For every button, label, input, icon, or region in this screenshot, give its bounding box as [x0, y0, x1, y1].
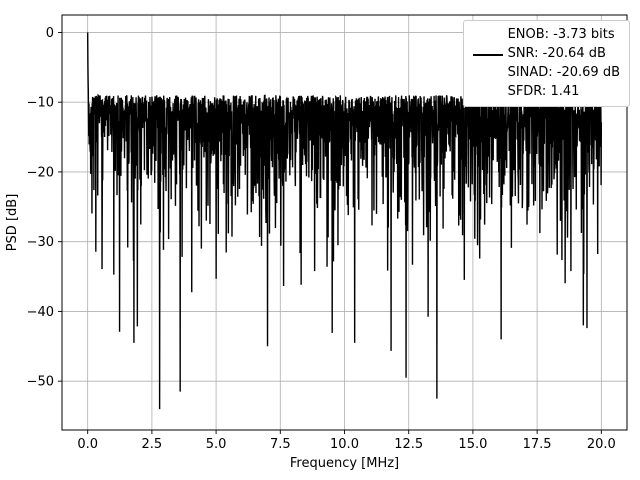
y-tick-label: −40: [27, 305, 54, 320]
x-tick-label: 15.0: [458, 437, 487, 452]
legend-entry-sinad: SINAD: -20.69 dB: [507, 64, 620, 80]
x-tick-label: 10.0: [330, 437, 359, 452]
x-tick-label: 2.5: [142, 437, 163, 452]
x-tick-label: 5.0: [206, 437, 227, 452]
psd-noise-trace: [86, 32, 603, 410]
legend-line-sample: [472, 54, 503, 56]
y-tick-label: −10: [27, 96, 54, 111]
x-axis-label: Frequency [MHz]: [290, 456, 399, 471]
x-tick-label: 20.0: [587, 437, 616, 452]
y-tick-label: −30: [27, 235, 54, 250]
legend-entry-sfdr: SFDR: 1.41: [507, 83, 580, 99]
x-tick-label: 0.0: [77, 437, 98, 452]
y-axis-label: PSD [dB]: [5, 194, 20, 252]
y-tick-label: −20: [27, 165, 54, 180]
legend: ENOB: -3.73 bits SNR: -20.64 dB SINAD: -…: [462, 20, 630, 108]
legend-entry-enob: ENOB: -3.73 bits: [507, 27, 615, 42]
x-tick-label: 17.5: [523, 437, 552, 452]
legend-entry-snr: SNR: -20.64 dB: [507, 45, 606, 61]
y-tick-label: −50: [27, 375, 54, 390]
legend-text-block: ENOB: -3.73 bits SNR: -20.64 dB SINAD: -…: [508, 26, 620, 101]
tick-marks: [58, 31, 602, 434]
y-tick-label: 0: [46, 26, 54, 41]
x-tick-label: 7.5: [270, 437, 291, 452]
x-tick-label: 12.5: [394, 437, 423, 452]
